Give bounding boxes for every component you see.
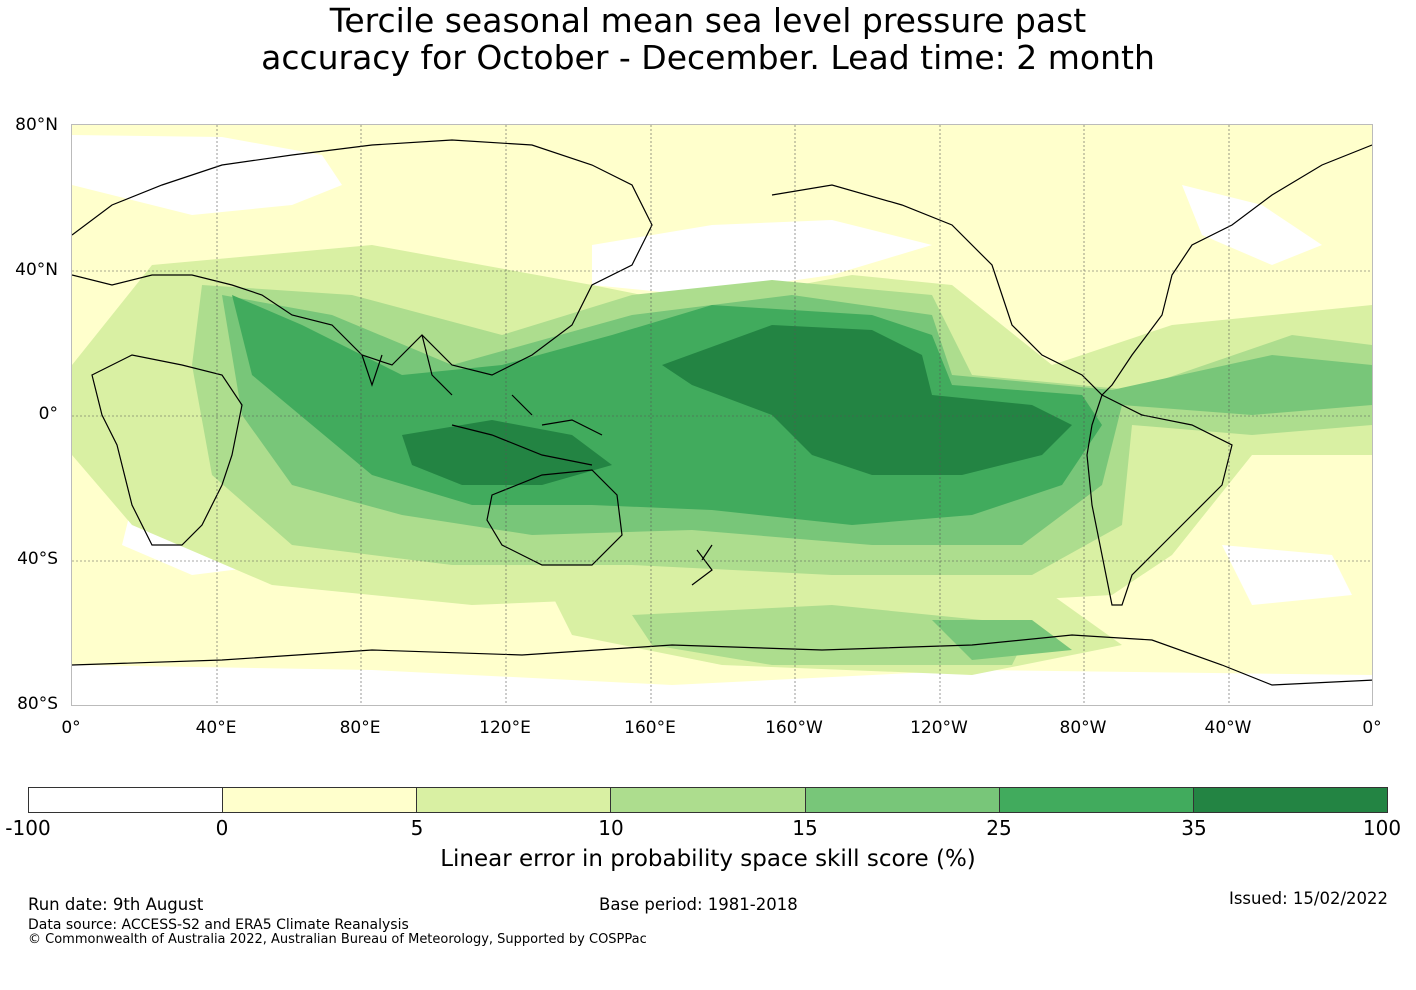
lat-label-equator: 0° [38,404,58,424]
coastlines [72,139,1372,686]
colorbar-tick: 5 [410,816,424,840]
lon-label-120e: 120°E [479,718,531,738]
map-title-line-1: Tercile seasonal mean sea level pressure… [329,1,1087,40]
colorbar-segment [223,788,418,812]
colorbar-segment [805,788,1000,812]
region-negative-skill [72,665,1372,705]
lon-label-80e: 80°E [339,718,381,738]
region-skill-35-100 [402,420,612,485]
colorbar-tick: 15 [792,816,818,840]
lon-label-120w: 120°W [910,718,968,738]
colorbar-tick: 35 [1181,816,1207,840]
colorbar-tick: -100 [5,816,51,840]
lon-label-160w: 160°W [765,718,823,738]
map-graphic [72,125,1372,705]
colorbar-tick: 100 [1362,816,1402,840]
lat-label-80n: 80°N [15,115,58,135]
lon-label-0-left: 0° [61,718,81,738]
skill-score-map [71,124,1373,706]
region-skill-15-25 [932,620,1072,660]
lon-label-0-right: 0° [1362,718,1382,738]
colorbar-segment [29,788,224,812]
lon-label-80w: 80°W [1059,718,1107,738]
data-source: Data source: ACCESS-S2 and ERA5 Climate … [28,917,409,933]
copyright: © Commonwealth of Australia 2022, Austra… [28,932,647,947]
colorbar-segment [1193,788,1387,812]
lat-label-40s: 40°S [17,549,58,569]
colorbar-segment [417,788,612,812]
region-negative-skill [592,220,932,295]
lat-label-40n: 40°N [15,260,58,280]
lat-label-80s: 80°S [17,694,58,714]
skill-regions [72,135,1372,705]
colorbar-tick: 0 [215,816,229,840]
issued-date: Issued: 15/02/2022 [1228,889,1388,908]
run-date: Run date: 9th August [28,895,204,914]
colorbar-tick: 10 [598,816,624,840]
lon-label-160e: 160°E [624,718,676,738]
colorbar-segment [999,788,1194,812]
colorbar-label: Linear error in probability space skill … [440,846,976,872]
lon-label-40e: 40°E [195,718,237,738]
region-negative-skill [72,135,342,215]
region-negative-skill [1182,185,1322,265]
colorbar-segment [611,788,806,812]
map-title-line-2: accuracy for October - December. Lead ti… [261,38,1155,77]
colorbar [28,787,1388,813]
region-negative-skill [1222,545,1352,605]
lon-label-40w: 40°W [1204,718,1252,738]
graticule [72,125,1372,705]
region-skill-35-100 [662,325,1072,475]
base-period: Base period: 1981-2018 [599,895,798,914]
colorbar-tick: 25 [986,816,1012,840]
